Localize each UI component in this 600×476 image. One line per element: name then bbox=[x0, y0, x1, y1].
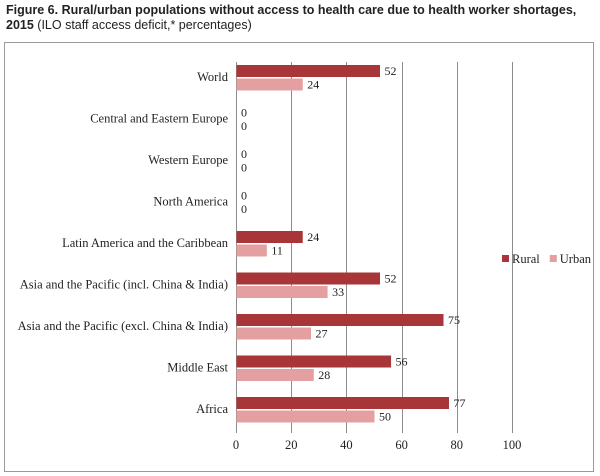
x-tick-label: 80 bbox=[451, 438, 464, 452]
category-label: World bbox=[197, 70, 229, 84]
rural-value-label: 24 bbox=[307, 230, 319, 244]
urban-value-label: 24 bbox=[307, 78, 319, 92]
category-label: Africa bbox=[196, 402, 228, 416]
category-labels: World Central and Eastern Europe Western E… bbox=[18, 70, 229, 416]
urban-value-label: 27 bbox=[316, 327, 328, 341]
category-label: Latin America and the Caribbean bbox=[62, 236, 229, 250]
urban-value-label: 50 bbox=[379, 410, 391, 424]
category-label: Asia and the Pacific (excl. China & Indi… bbox=[18, 319, 228, 333]
x-tick-label: 100 bbox=[503, 438, 522, 452]
urban-value-label: 0 bbox=[241, 202, 247, 216]
category-label: Western Europe bbox=[148, 153, 228, 167]
rural-bar bbox=[236, 65, 381, 77]
category-label: North America bbox=[153, 195, 228, 209]
urban-bar bbox=[236, 78, 303, 91]
urban-value-label: 33 bbox=[332, 285, 344, 299]
urban-bar bbox=[236, 410, 375, 423]
rural-legend-swatch bbox=[502, 255, 509, 262]
rural-value-label: 77 bbox=[454, 396, 466, 410]
urban-value-label: 0 bbox=[241, 119, 247, 133]
figure-caption: Figure 6. Rural/urban populations withou… bbox=[6, 3, 596, 33]
category-label: Middle East bbox=[167, 361, 228, 375]
x-axis-ticks: 0 20 40 60 80 100 bbox=[233, 438, 522, 452]
category-label: Central and Eastern Europe bbox=[90, 112, 228, 126]
urban-bar bbox=[236, 286, 328, 298]
caption-subtitle: (ILO staff access deficit,* percentages) bbox=[33, 18, 252, 32]
x-tick-label: 60 bbox=[395, 438, 408, 452]
urban-bar bbox=[236, 369, 314, 381]
rural-bar bbox=[236, 231, 303, 243]
rural-value-label: 0 bbox=[241, 147, 247, 161]
urban-value-label: 0 bbox=[241, 161, 247, 175]
urban-bar bbox=[236, 327, 312, 340]
urban-legend-swatch bbox=[549, 255, 557, 262]
rural-bar bbox=[236, 397, 450, 409]
urban-legend-label: Urban bbox=[560, 252, 592, 266]
x-tick-label: 0 bbox=[233, 438, 239, 452]
urban-value-label: 28 bbox=[318, 368, 330, 382]
rural-value-label: 75 bbox=[448, 313, 460, 327]
urban-bar bbox=[236, 244, 267, 257]
x-tick-label: 20 bbox=[285, 438, 298, 452]
category-label: Asia and the Pacific (incl. China & Indi… bbox=[20, 278, 228, 292]
legend: Rural Urban bbox=[502, 252, 592, 266]
rural-bar bbox=[236, 272, 381, 285]
rural-value-label: 0 bbox=[241, 189, 247, 203]
bars bbox=[236, 65, 450, 423]
rural-value-label: 56 bbox=[396, 355, 408, 369]
rural-value-label: 52 bbox=[385, 64, 397, 78]
rural-bar bbox=[236, 314, 444, 326]
x-tick-label: 40 bbox=[340, 438, 353, 452]
caption-title: Figure 6. Rural/urban populations withou… bbox=[6, 3, 577, 32]
rural-legend-label: Rural bbox=[512, 252, 540, 266]
rural-value-label: 52 bbox=[385, 272, 397, 286]
rural-bar bbox=[236, 355, 392, 368]
urban-value-label: 11 bbox=[271, 244, 283, 258]
rural-value-label: 0 bbox=[241, 106, 247, 120]
